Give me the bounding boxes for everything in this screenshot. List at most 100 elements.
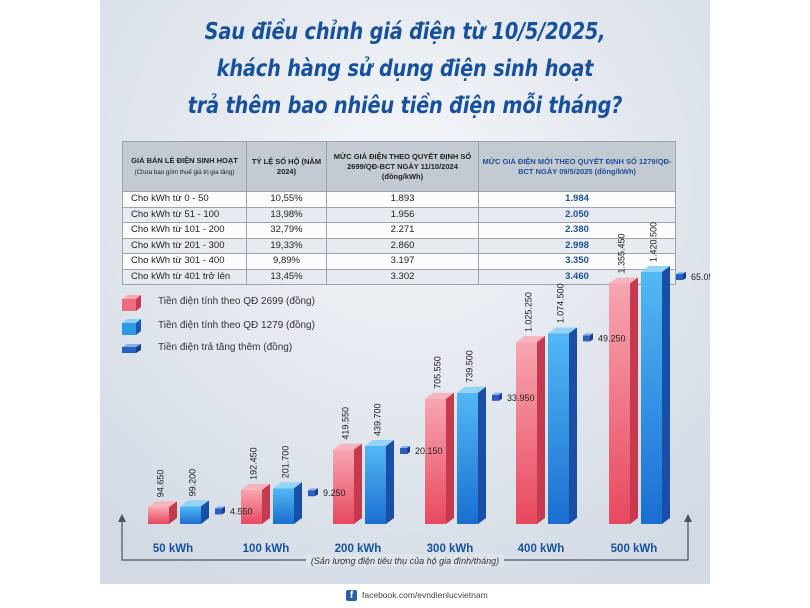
x-axis-layer: (Sản lượng điện tiêu thụ của hộ gia đình… (118, 514, 692, 566)
header-new-price: MỨC GIÁ ĐIỆN MỚI THEO QUYẾT ĐỊNH SỐ 1279… (478, 141, 676, 192)
category-label: 100 kWh (243, 543, 290, 555)
bars-layer (148, 266, 686, 524)
bar-new-top (548, 327, 577, 334)
header-range-note: (Chưa bao gồm thuế giá trị gia tăng) (134, 168, 235, 176)
diff-marker-top (215, 506, 225, 509)
diff-value-label: 4.550 (230, 506, 253, 516)
new-value-label: 1.420.500 (649, 222, 659, 262)
facebook-icon[interactable]: f (346, 590, 357, 601)
diff-marker (583, 333, 593, 342)
value-labels-layer: 4.550 94.650 99.200 50 kWh 9.250 192.450 201.7… (153, 222, 710, 555)
diff-marker (215, 506, 225, 515)
x-axis-caption: (Sản lượng điện tiêu thụ của hộ gia đình… (311, 556, 499, 566)
cell-old-price: 3.302 (326, 268, 479, 285)
bar-new (365, 439, 394, 524)
bar-new-front (548, 333, 569, 524)
new-value-label: 439.700 (373, 403, 383, 436)
bar-new (180, 500, 209, 524)
cell-ratio: 13,45% (246, 268, 327, 285)
bar-new-top (641, 266, 670, 272)
bar-old-side (537, 336, 545, 524)
cell-range: Cho kWh từ 201 - 300 (122, 237, 247, 254)
diff-marker-top (492, 392, 502, 395)
old-value-label: 192.450 (249, 447, 259, 480)
bar-new-top (365, 439, 394, 446)
header-ratio: TỶ LỆ SỐ HỘ (NĂM 2024) (246, 141, 327, 192)
table-row: Cho kWh từ 201 - 300 19,33% 2.860 2.998 (122, 237, 676, 254)
diff-marker (492, 392, 502, 401)
bar-old-side (446, 392, 454, 524)
old-value-label: 419.550 (341, 407, 351, 440)
diff-value-label: 65.050 (691, 272, 710, 282)
legend-item-new: Tiền điện tính theo QĐ 1279 (đồng) (122, 318, 382, 338)
cell-new-price: 1.984 (478, 191, 676, 208)
category-label: 200 kWh (335, 543, 382, 555)
infographic-poster: Sau điều chỉnh giá điện từ 10/5/2025, kh… (100, 0, 710, 608)
bar-new-side (294, 482, 302, 524)
diff-marker-side (683, 272, 686, 280)
bar-old-top (425, 392, 454, 399)
legend-label-diff: Tiền điện trả tăng thêm (đồng) (158, 342, 293, 353)
bar-new-front (457, 392, 478, 524)
bar-new-top (457, 386, 486, 393)
table-row: Cho kWh từ 101 - 200 32,79% 2.271 2.380 (122, 222, 676, 239)
diff-marker-top (308, 488, 318, 491)
header-old-price: MỨC GIÁ ĐIỆN THEO QUYẾT ĐỊNH SỐ 2699/QĐ-… (326, 141, 479, 192)
poster-title: Sau điều chỉnh giá điện từ 10/5/2025, kh… (149, 14, 661, 125)
bar-new-front (641, 272, 662, 524)
diff-marker-side (590, 333, 593, 342)
bar-new-side (662, 266, 670, 524)
diff-marker (308, 488, 318, 497)
bar-old-side (630, 277, 638, 524)
diff-marker-front (400, 447, 407, 454)
diff-marker (400, 445, 410, 454)
bar-chart: 4.550 94.650 99.200 50 kWh 9.250 192.450 201.7… (118, 222, 710, 566)
new-value-label: 739.500 (465, 350, 475, 383)
table-row: Cho kWh từ 301 - 400 9,89% 3.197 3.350 (122, 253, 676, 270)
title-line-1: Sau điều chỉnh giá điện từ 10/5/2025, (204, 19, 606, 45)
title-line-3: trả thêm bao nhiêu tiền điện mỗi tháng? (187, 93, 623, 119)
diff-value-label: 49.250 (598, 333, 626, 343)
category-label: 500 kWh (611, 543, 658, 555)
bar-old-side (262, 483, 270, 524)
bar-new (457, 386, 486, 524)
new-value-label: 201.700 (281, 446, 291, 479)
diff-marker-side (407, 445, 410, 454)
cell-new-price: 2.380 (478, 222, 676, 239)
title-line-2: khách hàng sử dụng điện sinh hoạt (216, 56, 594, 82)
cell-old-price: 2.271 (326, 222, 479, 239)
bar-old-top (333, 443, 362, 450)
diff-marker-side (499, 392, 502, 401)
new-value-label: 99.200 (188, 469, 198, 497)
cell-ratio: 13,98% (246, 206, 327, 223)
diff-marker-front (308, 490, 315, 497)
bar-old (148, 501, 177, 524)
old-value-label: 1.025.250 (524, 292, 534, 332)
bar-new (273, 482, 302, 524)
legend-label-old: Tiền điện tính theo QĐ 2699 (đồng) (158, 296, 315, 307)
bar-new-side (478, 386, 486, 524)
axis-arrow-right (684, 514, 692, 522)
table-header-row: GIÁ BÁN LẺ ĐIỆN SINH HOẠT (Chưa bao gồm t… (122, 141, 676, 192)
footer-link[interactable]: facebook.com/evndienlucvietnam (362, 590, 488, 600)
bar-old-side (354, 443, 362, 524)
bar-new (641, 266, 670, 524)
diff-value-label: 20.150 (415, 446, 443, 456)
category-label: 300 kWh (427, 543, 474, 555)
cell-old-price: 1.893 (326, 191, 479, 208)
bar-old (516, 336, 545, 524)
bar-new-side (201, 500, 209, 524)
bar-new-front (365, 445, 386, 524)
old-value-label: 705.550 (433, 356, 443, 389)
bar-old-front (333, 449, 354, 524)
bar-old-top (516, 336, 545, 343)
footer-bar: f facebook.com/evndienlucvietnam (100, 584, 710, 608)
bar-new-top (273, 482, 302, 489)
diff-marker-top (583, 333, 593, 336)
diff-marker-top (400, 445, 410, 448)
diff-marker-front (676, 274, 683, 280)
legend-swatch-new (122, 319, 141, 335)
price-table: GIÁ BÁN LẺ ĐIỆN SINH HOẠT (Chưa bao gồm t… (122, 141, 676, 285)
bar-old-front (609, 283, 630, 524)
bar-old (425, 392, 454, 524)
